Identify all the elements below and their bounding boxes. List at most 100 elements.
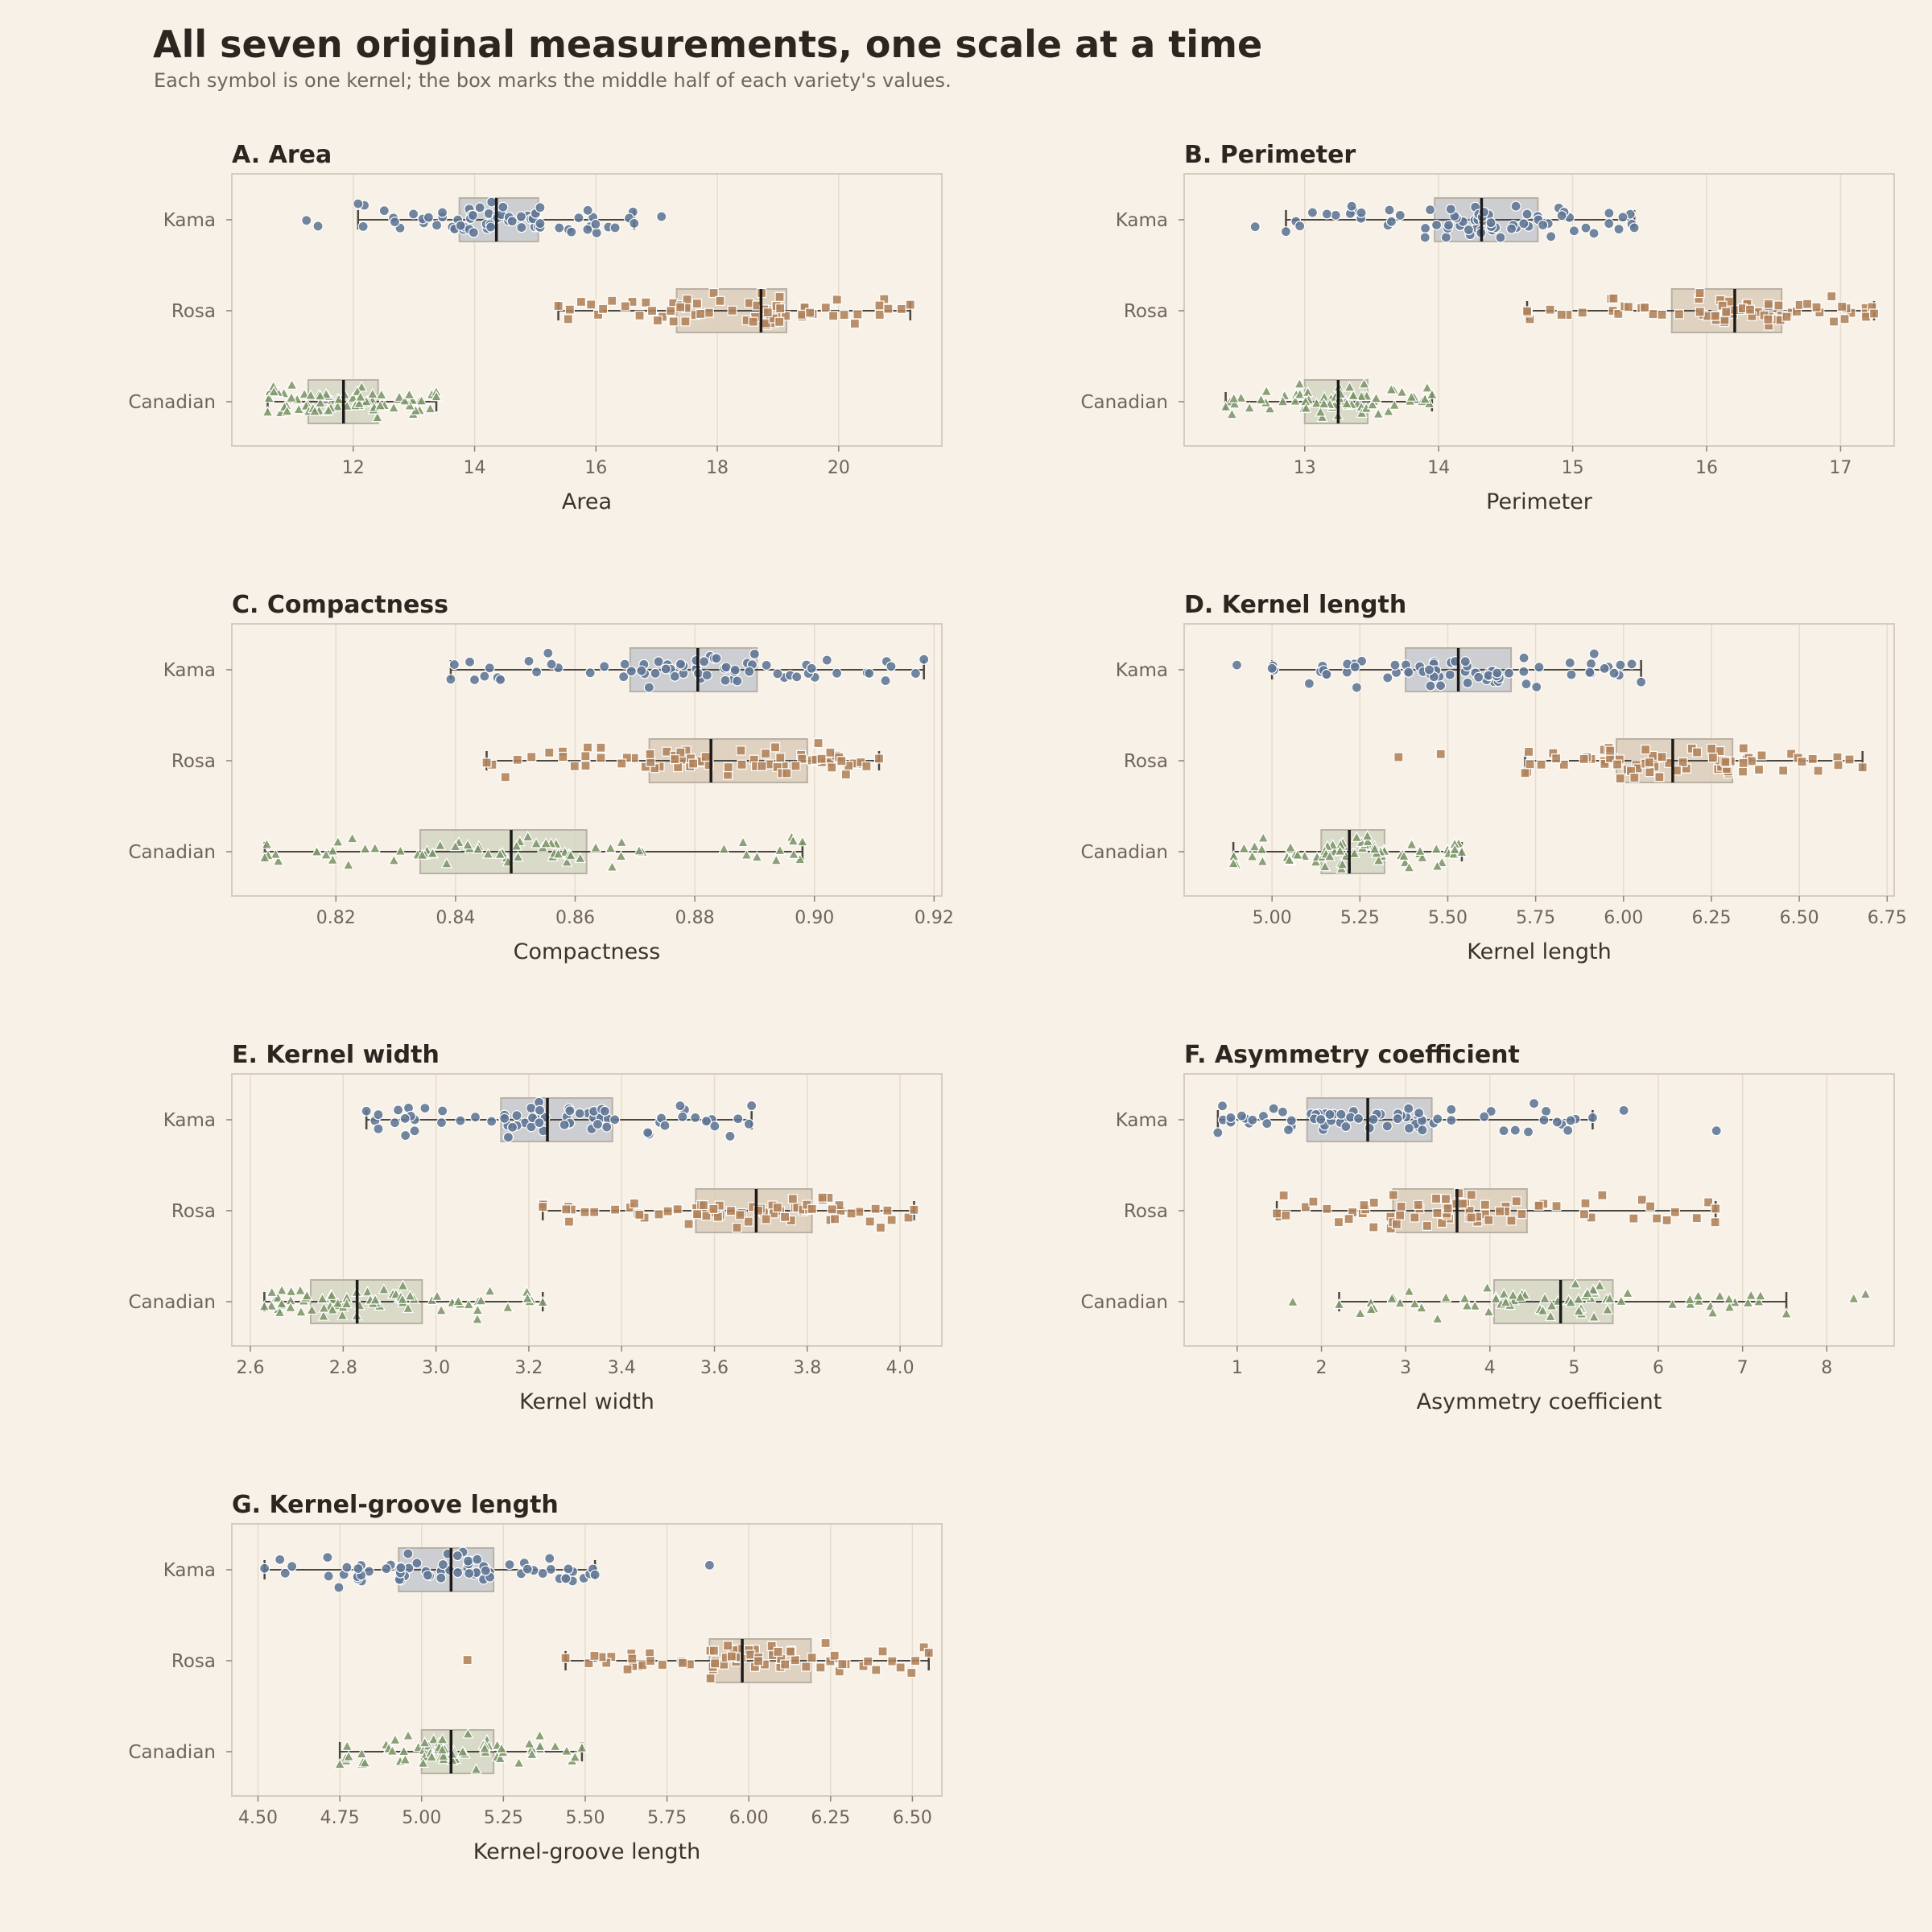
data-point: [1827, 291, 1837, 302]
data-point: [560, 1573, 572, 1584]
data-point: [584, 1658, 594, 1669]
data-point: [743, 1118, 754, 1129]
data-point: [773, 1646, 783, 1657]
data-point: [1510, 200, 1521, 212]
data-point: [923, 1648, 934, 1658]
x-tick-label: 0.92: [914, 908, 954, 928]
data-point: [462, 1654, 473, 1666]
data-point: [582, 742, 593, 753]
data-point: [462, 1728, 474, 1739]
data-point: [1720, 757, 1731, 767]
data-point: [1417, 1125, 1428, 1136]
data-point: [1639, 302, 1650, 313]
data-point: [1521, 208, 1533, 220]
data-point: [1738, 743, 1748, 753]
data-point: [1449, 843, 1461, 855]
data-point: [564, 1216, 575, 1227]
data-point: [402, 1302, 415, 1314]
data-point: [295, 1306, 308, 1317]
data-point: [1654, 772, 1665, 782]
data-point: [1372, 407, 1385, 419]
data-point: [561, 1204, 572, 1215]
data-point: [448, 658, 460, 671]
data-point: [1721, 307, 1732, 317]
data-point: [1585, 658, 1597, 670]
data-point: [591, 227, 602, 238]
series-canadian: Canadian: [129, 378, 443, 424]
data-point: [807, 1203, 817, 1214]
data-point: [1757, 750, 1767, 761]
data-point: [314, 396, 327, 408]
data-point: [1354, 1307, 1366, 1319]
data-point: [396, 1293, 409, 1304]
data-point: [1485, 217, 1496, 229]
x-tick-label: 8: [1821, 1358, 1832, 1378]
data-point: [1615, 659, 1626, 671]
data-point: [726, 1651, 737, 1662]
data-point: [1321, 208, 1332, 220]
data-point: [259, 1563, 270, 1574]
data-point: [1541, 1105, 1552, 1117]
data-point: [281, 405, 293, 416]
data-point: [563, 314, 573, 324]
data-point: [1368, 843, 1381, 854]
data-point: [704, 1559, 716, 1571]
data-point: [607, 295, 617, 306]
chart-panel-1: A. Area 12 14 16 18 20 Area Kama Rosa Canadian: [129, 141, 943, 514]
data-point: [262, 406, 274, 417]
data-point: [430, 390, 443, 402]
data-point: [449, 840, 461, 852]
data-point: [1724, 1301, 1736, 1312]
data-point: [475, 1294, 487, 1306]
data-point: [596, 742, 606, 753]
data-point: [544, 747, 555, 758]
data-point: [709, 1121, 720, 1132]
data-point: [436, 1743, 448, 1755]
data-point: [1605, 745, 1616, 756]
data-point: [287, 1561, 298, 1572]
data-point: [746, 1100, 758, 1112]
data-point: [1518, 652, 1530, 663]
x-tick-label: 5: [1568, 1358, 1579, 1378]
data-point: [757, 761, 767, 771]
data-point: [1473, 671, 1484, 683]
data-point: [399, 1753, 411, 1765]
data-point: [1351, 682, 1363, 693]
data-point: [1657, 309, 1667, 320]
y-category-label: Rosa: [1124, 1201, 1168, 1222]
plot-frame: [231, 1073, 943, 1347]
data-point: [582, 224, 593, 235]
data-point: [599, 661, 610, 672]
data-point: [863, 1656, 873, 1666]
data-point: [452, 1567, 464, 1579]
data-point: [1318, 397, 1330, 409]
data-point: [675, 1100, 686, 1112]
data-point: [308, 405, 321, 416]
data-point: [772, 668, 783, 679]
data-point: [472, 842, 485, 854]
data-point: [306, 1303, 318, 1315]
data-point: [1358, 378, 1370, 389]
x-tick-label: 5.25: [1340, 908, 1380, 928]
data-point: [445, 674, 456, 685]
y-category-label: Kama: [163, 660, 216, 681]
x-tick-label: 3.6: [700, 1358, 729, 1378]
data-point: [1403, 861, 1415, 873]
data-point: [1703, 1197, 1714, 1208]
x-tick-label: 2.6: [237, 1358, 265, 1378]
data-point: [1443, 1203, 1453, 1214]
data-point: [560, 1744, 573, 1756]
data-point: [262, 391, 275, 403]
data-point: [886, 661, 897, 672]
data-point: [1563, 1125, 1574, 1136]
data-point: [882, 1205, 893, 1216]
y-category-label: Canadian: [129, 1292, 217, 1313]
x-tick-label: 6.25: [1691, 908, 1731, 928]
data-point: [480, 1565, 491, 1576]
data-point: [732, 675, 743, 687]
data-point: [1454, 1188, 1464, 1199]
data-point: [670, 754, 680, 765]
data-point: [1753, 764, 1765, 775]
data-point: [1340, 397, 1353, 409]
data-point: [1617, 212, 1629, 223]
